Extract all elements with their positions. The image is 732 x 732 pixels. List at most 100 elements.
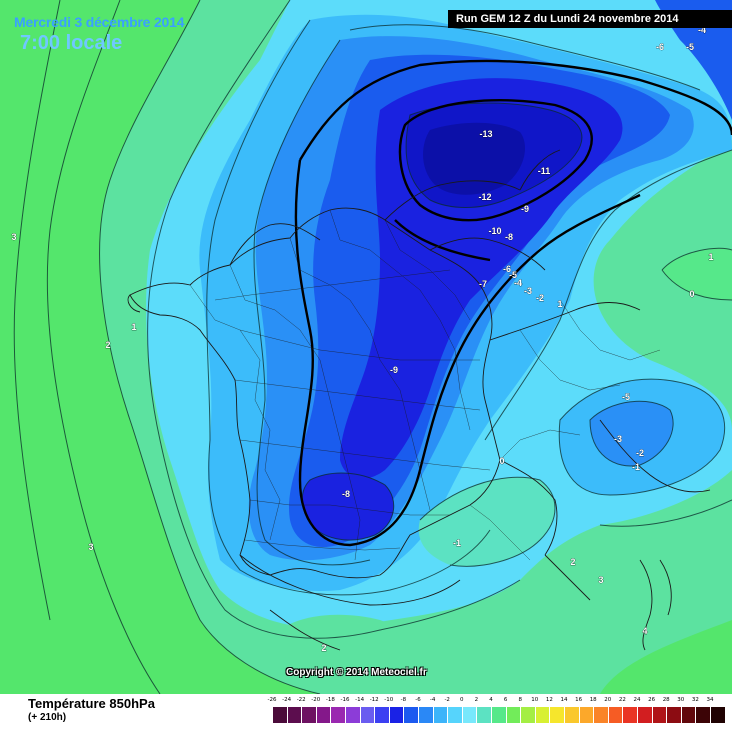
legend-tick-label: 8 — [518, 697, 522, 703]
isotherm-value-label: -1 — [453, 538, 461, 548]
legend-tick-label: 14 — [560, 697, 568, 703]
isotherm-value-label: -13 — [479, 129, 492, 139]
legend-tick-label: -12 — [369, 697, 379, 703]
legend-color-swatch — [374, 707, 389, 723]
legend-tick-label: 2 — [474, 697, 479, 703]
department-borders — [189, 209, 661, 561]
legend-color-swatch — [564, 707, 579, 723]
legend-tick-label: 34 — [706, 697, 714, 703]
legend-tick-label: 28 — [662, 697, 670, 703]
legend-tick-label: 32 — [691, 697, 699, 703]
isotherm-value-label: 0 — [499, 456, 504, 466]
isotherm-value-label: 1 — [131, 322, 136, 332]
isotherm-value-label: -12 — [478, 192, 491, 202]
legend-tick-label: 6 — [503, 697, 508, 703]
isotherm-value-label: -9 — [521, 204, 529, 214]
legend-color-swatch — [637, 707, 652, 723]
model-run-label: Run GEM 12 Z du Lundi 24 novembre 2014 — [448, 10, 732, 28]
isotherm-value-label: 4 — [642, 626, 647, 636]
legend-tick-label: -10 — [384, 697, 394, 703]
legend-tick-label: 26 — [648, 697, 656, 703]
legend-tick-label: -22 — [296, 697, 306, 703]
temperature-field — [0, 0, 732, 694]
legend-color-swatch — [476, 707, 491, 723]
legend-color-swatch — [651, 707, 667, 723]
forecast-time: 7:00 locale — [20, 32, 123, 54]
legend-tick-label: 0 — [460, 697, 464, 703]
legend-tick-label: 30 — [677, 697, 685, 703]
legend-tick-label: -26 — [267, 697, 277, 703]
legend-color-swatch — [607, 707, 623, 723]
isotherm-value-label: 2 — [105, 340, 110, 350]
isotherm-value-label: -10 — [488, 226, 501, 236]
legend-tick-label: -16 — [340, 697, 350, 703]
legend-color-swatch — [359, 707, 375, 723]
isotherm-value-label: 3 — [11, 232, 16, 242]
legend-tick-label: -18 — [325, 697, 335, 703]
thick-isotherm-lines — [294, 59, 732, 547]
legend-color-swatch — [680, 707, 696, 723]
legend-color-swatch — [491, 707, 506, 723]
isotherm-value-label: 0 — [689, 289, 694, 299]
isotherm-value-label: -5 — [622, 392, 630, 402]
isotherm-value-label: -7 — [479, 279, 487, 289]
legend-tick-label: 20 — [604, 697, 612, 703]
isotherm-value-label: -2 — [536, 293, 544, 303]
legend-color-swatch — [520, 707, 535, 723]
isotherm-value-label: -5 — [686, 42, 694, 52]
legend-tick-label: -6 — [415, 697, 421, 703]
map-parameter-title: Température 850hPa — [28, 696, 155, 711]
isotherm-value-label: -1 — [632, 462, 640, 472]
footer: Température 850hPa (+ 210h) -26 -24 -22 -20… — [0, 694, 732, 732]
legend-tick-label: 22 — [618, 697, 626, 703]
legend-color-swatch — [710, 707, 725, 723]
legend-color-swatch — [286, 707, 302, 723]
legend-color-swatch — [418, 707, 433, 723]
isotherm-value-label: -6 — [503, 264, 511, 274]
isotherm-value-label: -5 — [509, 270, 517, 280]
legend-tick-label: 24 — [633, 697, 641, 703]
legend-color-swatch — [461, 707, 477, 723]
temperature-map: -13-12-11-10-9-8-7-6-5-4-3-21-9-80-3-2-1… — [0, 0, 732, 694]
legend-tick-label: 18 — [589, 697, 597, 703]
legend-color-swatch — [549, 707, 564, 723]
legend-tick-label: 10 — [531, 697, 539, 703]
legend-color-swatch — [403, 707, 418, 723]
isotherm-value-label: 1 — [557, 299, 562, 309]
isotherm-value-label: -4 — [698, 25, 706, 35]
copyright-notice: Copyright © 2014 Meteociel.fr — [286, 667, 427, 678]
isotherm-value-label: -8 — [505, 232, 513, 242]
isotherm-value-label: -8 — [342, 489, 350, 499]
legend-tick-label: -24 — [282, 697, 292, 703]
isotherm-value-label: -11 — [538, 166, 551, 176]
isotherm-value-label: 3 — [88, 542, 93, 552]
legend-tick-label: 4 — [489, 697, 493, 703]
isotherm-value-label: -3 — [524, 286, 532, 296]
legend-tick-label: -2 — [444, 697, 450, 703]
legend-color-swatch — [315, 707, 331, 723]
forecast-date: Mercredi 3 décembre 2014 — [14, 14, 185, 30]
legend-tick-label: -20 — [311, 697, 321, 703]
legend-color-swatch — [447, 707, 462, 723]
legend-tick-label: -8 — [400, 697, 407, 703]
legend-color-swatch — [272, 707, 287, 723]
isotherm-value-label: 2 — [570, 557, 575, 567]
isotherm-lines — [13, 0, 732, 694]
legend-color-swatch — [505, 707, 521, 723]
legend-color-swatch — [534, 707, 550, 723]
map-area: -13 -12 -11 -10 -9 -8 -7 -6 -5 -4 -3 -2 1 -9 -8 0 -3 -2 -1… — [0, 0, 732, 694]
forecast-lead-time: (+ 210h) — [28, 712, 67, 723]
legend-color-swatch — [432, 707, 448, 723]
isotherm-value-label: -2 — [636, 448, 644, 458]
isotherm-value-label: 3 — [598, 575, 603, 585]
legend-color-swatch — [388, 707, 404, 723]
isotherm-value-label: -4 — [514, 278, 522, 288]
legend-tick-label: -14 — [355, 697, 365, 703]
legend-tick-label: -4 — [429, 697, 436, 703]
legend-color-swatch — [622, 707, 637, 723]
color-legend: -26 -24 -22 -20 -18 -16 -14 -12 -10 -8 -6 -4 -2 0 2 4 6 8… — [262, 694, 732, 732]
isotherm-value-label: 1 — [708, 252, 713, 262]
legend-color-swatch — [578, 707, 594, 723]
legend-color-swatch — [666, 707, 681, 723]
legend-color-swatch — [301, 707, 316, 723]
